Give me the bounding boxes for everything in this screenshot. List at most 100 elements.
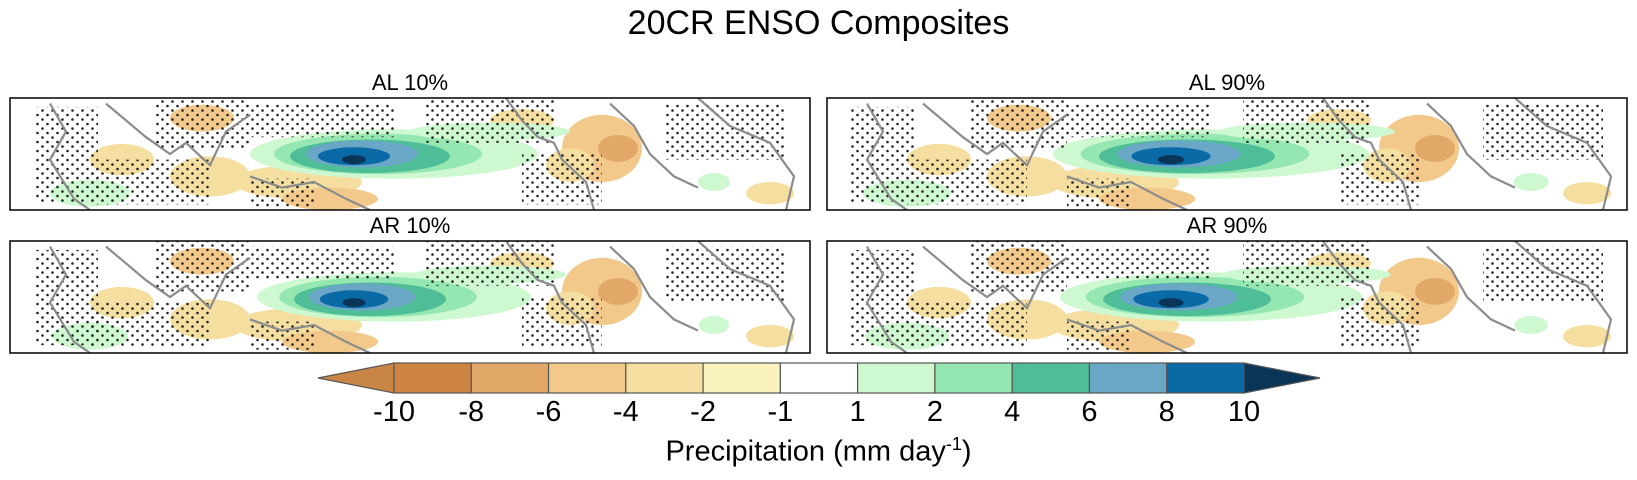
panel-title: AR 90% [1186,213,1268,238]
wet-anomaly [342,155,366,165]
colorbar-box [1166,362,1245,394]
coastline [505,98,596,210]
stipple-region [1067,103,1211,138]
stipple-region [1483,246,1603,303]
colorbar-tick-label: -10 [373,396,415,428]
stipple-region [971,241,1067,292]
colorbar [317,362,1321,394]
dry-anomaly [1563,182,1611,205]
stipple-region [522,154,602,205]
colorbar-high-triangle [1243,362,1321,394]
stipple-region [426,98,554,143]
stipple-region [971,98,1067,149]
stipple-region [851,106,915,203]
stipple-region [1339,297,1419,348]
coastline [1066,175,1188,210]
stipple-region [34,249,98,346]
panel-title: AL 10% [371,70,449,95]
stipple-region [154,241,250,292]
map-panel [826,97,1628,211]
colorbar-box [547,362,627,394]
colorbar-box [702,362,781,394]
stipple-region [1483,103,1603,160]
map-panel [9,97,811,211]
coastline [697,98,796,210]
colorbar-box [1088,362,1168,394]
coastline [865,103,908,210]
panel-title: AL 90% [1188,70,1266,95]
dry-anomaly [1563,325,1611,348]
stipple-region [522,297,602,348]
stipple-region [1067,246,1211,281]
stipple-region [250,246,394,281]
wet-anomaly [698,173,730,191]
stipple-region [90,159,210,205]
coastline [922,245,1068,311]
colorbar-box [470,362,550,394]
stipple-region [851,249,915,346]
stipple-region [1243,241,1371,286]
stipple-region [1339,154,1419,205]
wet-anomaly [698,316,730,334]
stipple-region [666,246,786,303]
panel-frame [9,97,811,211]
coastline [1322,98,1413,210]
stipple-region [90,302,210,348]
wet-anomaly [1158,298,1184,308]
coastline [697,241,796,353]
colorbar-box [1011,362,1091,394]
coastline [1514,98,1613,210]
panel-frame [9,240,811,354]
coastline [1426,102,1516,189]
dry-anomaly [746,325,794,348]
colorbar-box [779,362,859,394]
colorbar-tick-label: 2 [926,396,943,428]
coastline [48,103,91,210]
panel-frame [826,97,1628,211]
colorbar-tick-label: -6 [535,396,562,428]
colorbar-tick-label: -1 [767,396,794,428]
map-panel [9,240,811,354]
colorbar-tick-label: 4 [1004,396,1021,428]
stipple-region [250,103,394,138]
coastline [105,102,251,168]
coastline [865,246,908,353]
dry-anomaly [598,134,638,162]
colorbar-tick-label: 1 [849,396,866,428]
wet-anomaly [1513,173,1549,191]
wet-anomaly [1157,155,1185,165]
colorbar-tick-label: -4 [612,396,639,428]
colorbar-box [625,362,704,394]
colorbar-tick-label: -2 [690,396,716,428]
colorbar-tick-label: 8 [1158,396,1175,428]
wet-anomaly [1514,316,1548,334]
stipple-region [666,103,786,160]
coastline [249,318,371,353]
stipple-region [154,98,250,149]
panel-title: AR 10% [369,213,451,238]
stipple-region [1243,98,1371,143]
dry-anomaly [1415,277,1455,305]
stipple-region [426,241,554,286]
coastline [505,241,596,353]
coastline [1514,241,1613,353]
colorbar-box [934,362,1013,394]
dry-anomaly [746,182,794,205]
coastline [609,102,699,189]
panel-frame [826,240,1628,354]
coastline [1426,245,1516,332]
colorbar-low-triangle [317,362,395,394]
coastline [249,175,371,210]
dry-anomaly [1415,134,1455,162]
colorbar-box [393,362,472,394]
colorbar-tick-label: 6 [1081,396,1098,428]
stipple-region [907,159,1027,205]
coastline [609,245,699,332]
stipple-region [34,106,98,203]
coastline [922,102,1068,168]
colorbar-tick-label: -8 [458,396,485,428]
colorbar-label: Precipitation (mm day-1) [665,434,972,468]
dry-anomaly [598,277,638,305]
chart-title: 20CR ENSO Composites [627,4,1010,42]
